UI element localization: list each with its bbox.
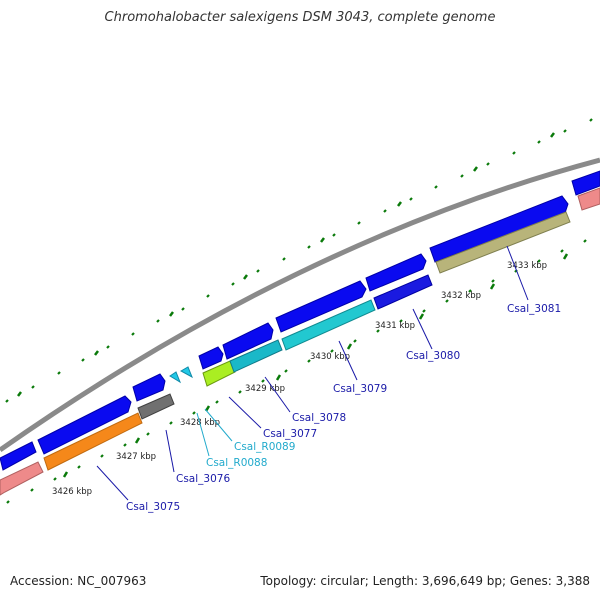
gene-label-csal-3081[interactable]: Csal_3081 (507, 303, 561, 315)
gene-block-pink[interactable] (577, 187, 600, 211)
forward-strand-genes (0, 170, 600, 471)
scale-label: 3429 kbp (245, 384, 285, 394)
forward-gene-arrow[interactable] (222, 322, 274, 360)
scale-labels: 3426 kbp 3427 kbp 3428 kbp 3429 kbp 3430… (52, 261, 547, 497)
forward-gene-arrow[interactable] (429, 195, 569, 263)
gene-label-csal-3079[interactable]: Csal_3079 (333, 383, 387, 395)
gene-block-csal-3075[interactable] (43, 412, 143, 471)
colored-strand-genes (0, 187, 600, 496)
gene-labels: Csal_3075 Csal_3076 Csal_3077 Csal_3078 … (126, 303, 561, 513)
scale-label: 3427 kbp (116, 452, 156, 462)
gene-label-csal-3075[interactable]: Csal_3075 (126, 501, 180, 513)
outer-dot-ring (5, 118, 593, 403)
scale-label: 3430 kbp (310, 352, 350, 362)
scale-label: 3426 kbp (52, 487, 92, 497)
gene-label-csal-3080[interactable]: Csal_3080 (406, 350, 460, 362)
gene-label-csal-3078[interactable]: Csal_3078 (292, 412, 346, 424)
gene-label-csal-3077[interactable]: Csal_3077 (263, 428, 317, 440)
gene-block-csal-3081[interactable] (435, 211, 571, 274)
forward-gene-arrow[interactable] (275, 280, 367, 333)
outer-major-marks (17, 132, 555, 397)
gene-block-csal-3077[interactable] (229, 339, 283, 373)
rna-arrow-csal-r0089[interactable] (179, 366, 193, 379)
genome-backbone (0, 157, 600, 453)
gene-block-csal-3080[interactable] (373, 274, 433, 310)
forward-gene-arrow[interactable] (0, 441, 37, 471)
scale-label: 3433 kbp (507, 261, 547, 271)
gene-leader-lines (96, 245, 529, 501)
map-title: Chromohalobacter salexigens DSM 3043, co… (104, 10, 496, 25)
forward-gene-arrow[interactable] (37, 395, 132, 455)
scale-label: 3432 kbp (441, 291, 481, 301)
rna-arrow-csal-r0088[interactable] (169, 371, 182, 384)
inner-dot-ring (6, 239, 587, 504)
scale-label: 3431 kbp (375, 321, 415, 331)
forward-gene-arrow[interactable] (132, 373, 166, 402)
gene-block-csal-3079[interactable] (281, 299, 376, 351)
gene-label-csal-3076[interactable]: Csal_3076 (176, 473, 230, 485)
gene-block-pink[interactable] (0, 461, 44, 496)
forward-gene-arrow[interactable] (365, 253, 427, 292)
forward-gene-arrow[interactable] (198, 346, 224, 370)
inner-major-marks (62, 253, 569, 478)
gene-label-csal-r0088[interactable]: Csal_R0088 (206, 457, 267, 469)
gene-block-csal-3076[interactable] (137, 393, 175, 420)
genome-stats-text: Topology: circular; Length: 3,696,649 bp… (260, 574, 590, 588)
gene-label-csal-r0089[interactable]: Csal_R0089 (234, 441, 295, 453)
accession-text: Accession: NC_007963 (10, 574, 147, 588)
forward-gene-arrow[interactable] (571, 170, 600, 196)
